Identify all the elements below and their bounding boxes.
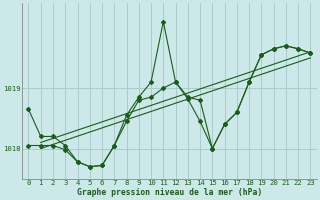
X-axis label: Graphe pression niveau de la mer (hPa): Graphe pression niveau de la mer (hPa) — [77, 188, 262, 197]
